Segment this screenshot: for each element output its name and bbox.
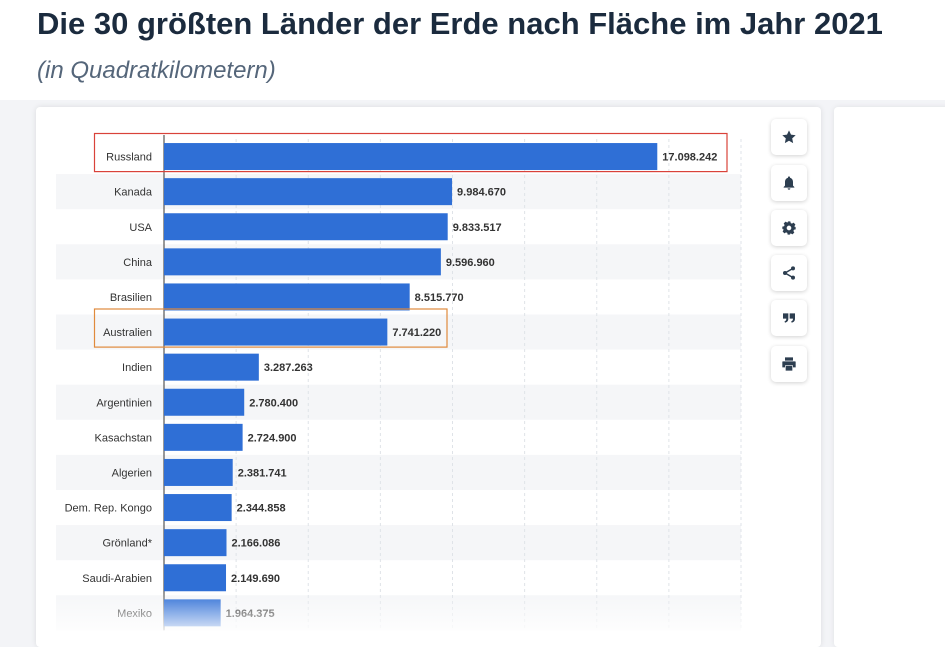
value-label: 2.381.741	[238, 467, 287, 479]
bar	[164, 178, 453, 206]
value-label: 2.780.400	[249, 397, 298, 409]
category-label: USA	[129, 222, 152, 234]
notification-button[interactable]	[771, 165, 807, 201]
value-label: 7.741.220	[392, 327, 441, 339]
value-label: 2.724.900	[248, 432, 297, 444]
value-label: 9.833.517	[453, 222, 502, 234]
quote-icon	[783, 313, 795, 323]
category-label: Russland	[106, 152, 152, 164]
gear-icon	[782, 221, 796, 235]
highlight-box	[93, 132, 728, 173]
bar	[164, 529, 227, 557]
category-label: China	[123, 257, 153, 269]
bar	[164, 143, 658, 171]
category-label: Argentinien	[96, 397, 152, 409]
bell-icon	[783, 176, 795, 190]
category-label: Saudi-Arabien	[82, 573, 152, 585]
settings-button[interactable]	[771, 210, 807, 246]
category-label: Mexiko	[117, 608, 152, 620]
row-stripe	[56, 384, 741, 420]
value-label: 2.149.690	[231, 573, 280, 585]
value-label: 17.098.242	[662, 152, 717, 164]
value-label: 3.287.263	[264, 362, 313, 374]
bar	[164, 494, 232, 522]
category-label: Grönland*	[102, 538, 152, 550]
bar	[164, 458, 233, 486]
row-stripe	[56, 454, 741, 490]
value-label: 9.984.670	[457, 187, 506, 199]
share-icon	[783, 266, 795, 280]
page-subtitle: (in Quadratkilometern)	[37, 57, 276, 84]
highlight-box	[93, 308, 448, 348]
bar	[164, 423, 243, 451]
category-label: Dem. Rep. Kongo	[65, 503, 152, 515]
category-label: Australien	[103, 327, 152, 339]
category-label: Kanada	[114, 187, 153, 199]
bar	[164, 599, 221, 627]
row-stripe	[56, 525, 741, 561]
bar	[164, 353, 259, 381]
header: Die 30 größten Länder der Erde nach Fläc…	[0, 0, 945, 100]
category-label: Algerien	[112, 467, 152, 479]
star-icon	[782, 130, 796, 144]
side-panel	[834, 107, 945, 647]
value-label: 2.166.086	[231, 538, 280, 550]
row-stripe	[56, 595, 741, 631]
favorite-button[interactable]	[771, 119, 807, 155]
value-label: 2.344.858	[237, 503, 286, 515]
cite-button[interactable]	[771, 300, 807, 336]
bar-chart: Russland 17.098.242 Kanada 9.984.670 USA 9.83…	[56, 132, 742, 631]
print-button[interactable]	[771, 346, 807, 382]
bar	[164, 248, 441, 276]
value-label: 1.964.375	[226, 608, 275, 620]
value-label: 8.515.770	[415, 292, 464, 304]
bar	[164, 564, 227, 592]
page-title: Die 30 größten Länder der Erde nach Fläc…	[37, 6, 883, 41]
bar	[164, 213, 448, 241]
category-label: Kasachstan	[95, 432, 152, 444]
bar	[164, 388, 245, 416]
value-label: 9.596.960	[446, 257, 495, 269]
category-label: Brasilien	[110, 292, 152, 304]
bar	[164, 318, 388, 346]
print-icon	[782, 357, 796, 371]
category-label: Indien	[122, 362, 152, 374]
bar	[164, 283, 410, 311]
share-button[interactable]	[771, 255, 807, 291]
